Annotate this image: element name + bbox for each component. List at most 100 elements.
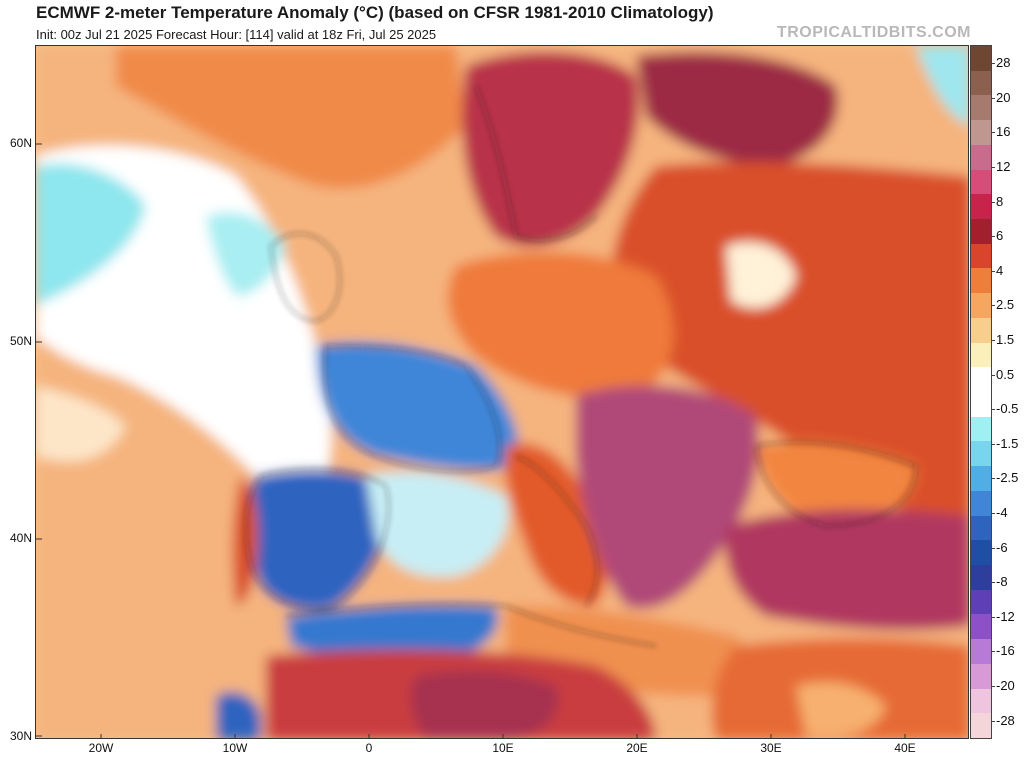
color-scale-label: -12 <box>996 608 1015 624</box>
region-sahara-core <box>410 670 559 738</box>
region-eastern-europe-warm <box>611 161 968 526</box>
color-scale-tick <box>992 651 995 653</box>
color-scale-tick <box>992 443 995 445</box>
color-scale-cell <box>971 441 991 467</box>
region-levant-pale <box>796 682 886 738</box>
region-iberia-cold <box>249 469 389 610</box>
region-north-sea-cool-2 <box>206 212 286 296</box>
color-scale-tick <box>992 305 995 307</box>
color-scale-cell <box>971 194 991 220</box>
color-scale-cell <box>971 144 991 171</box>
anomaly-map <box>35 45 969 739</box>
color-scale-cell <box>971 466 991 492</box>
color-scale-tick <box>992 720 995 722</box>
color-scale-label: 20 <box>996 89 1011 105</box>
lon-label-0: 0 <box>365 741 373 755</box>
lat-label-40n: 40N <box>9 531 32 545</box>
color-scale-cell <box>971 639 991 665</box>
coastlines <box>245 85 917 647</box>
color-scale-label: 0.5 <box>996 366 1015 382</box>
color-scale-cell <box>971 713 991 739</box>
region-italy-warm <box>504 443 607 606</box>
color-scale-tick <box>992 339 995 341</box>
graticule-ticks <box>36 143 906 738</box>
color-scale-cell <box>971 317 991 344</box>
color-scale-cell <box>971 367 991 393</box>
color-scale-tick <box>992 616 995 618</box>
color-scale-label: -2.5 <box>996 470 1019 486</box>
region-mediterranean-cool <box>366 472 509 577</box>
lon-label-10w: 10W <box>222 741 248 755</box>
lat-label-60n: 60N <box>9 136 32 150</box>
color-scale-cell <box>971 342 991 368</box>
region-balkans-warm <box>576 385 759 609</box>
site-watermark: TROPICALTIDBITS.COM <box>776 24 971 41</box>
lat-label-50n: 50N <box>9 334 32 348</box>
lon-label-20e: 20E <box>626 741 648 755</box>
color-scale-cell <box>971 515 991 541</box>
color-scale-tick <box>992 201 995 203</box>
lon-label-40e: 40E <box>894 741 916 755</box>
color-scale-label: -28 <box>996 712 1015 728</box>
color-scale-tick <box>992 582 995 584</box>
color-scale-tick <box>992 478 995 480</box>
lon-label-20w: 20W <box>88 741 114 755</box>
map-canvas <box>36 46 968 738</box>
color-scale-cell <box>971 46 991 72</box>
color-scale-cell <box>971 392 991 418</box>
color-scale-label: 8 <box>996 193 1004 209</box>
color-scale-label: 12 <box>996 158 1011 174</box>
color-scale-cell <box>971 293 991 319</box>
color-scale-label: -8 <box>996 574 1008 590</box>
color-scale-cell <box>971 416 991 442</box>
color-scale-label: -0.5 <box>996 401 1019 417</box>
color-scale-label: 4 <box>996 262 1004 278</box>
region-north-sea-cool <box>36 163 146 306</box>
color-scale-label: 28 <box>996 55 1011 71</box>
lon-label-30e: 30E <box>760 741 782 755</box>
color-scale-label: -6 <box>996 539 1008 555</box>
color-scale-cell <box>971 565 991 591</box>
region-east-pale <box>726 242 796 308</box>
color-scale-tick <box>992 236 995 238</box>
lat-label-30n: 30N <box>9 729 32 743</box>
color-scale-cell <box>971 663 991 690</box>
color-scale-cell <box>971 95 991 121</box>
color-scale-tick <box>992 685 995 687</box>
color-scale-tick <box>992 270 995 272</box>
color-scale-cell <box>971 120 991 146</box>
region-turkey-warm <box>725 509 968 631</box>
chart-title: ECMWF 2-meter Temperature Anomaly (°C) (… <box>36 3 714 22</box>
forecast-info: Init: 00z Jul 21 2025 Forecast Hour: [11… <box>36 27 437 42</box>
color-scale-cell <box>971 589 991 615</box>
region-finland-warm <box>636 52 838 166</box>
color-scale-label: -20 <box>996 677 1015 693</box>
region-black-sea <box>756 442 916 526</box>
region-iberia-west-warm <box>232 476 258 606</box>
color-scale-bar <box>970 45 992 739</box>
color-scale-label: 16 <box>996 124 1011 140</box>
color-scale-tick <box>992 97 995 99</box>
color-scale-cell <box>971 268 991 294</box>
color-scale-cell <box>971 169 991 195</box>
color-scale-label: 2.5 <box>996 297 1015 313</box>
region-morocco-cold <box>216 692 261 738</box>
color-scale-cell <box>971 70 991 96</box>
color-scale-tick <box>992 166 995 168</box>
lon-label-10e: 10E <box>492 741 514 755</box>
color-scale-tick <box>992 547 995 549</box>
region-atlantic-cool-west <box>36 386 126 462</box>
region-north-africa-cold <box>286 604 498 663</box>
color-scale-tick <box>992 512 995 514</box>
color-scale-tick <box>992 409 995 411</box>
color-scale-cell <box>971 243 991 269</box>
region-nw-orange <box>116 46 466 189</box>
color-scale-tick <box>992 374 995 376</box>
color-scale-cell <box>971 219 991 245</box>
color-scale-cell <box>971 614 991 640</box>
color-scale-label: 6 <box>996 228 1004 244</box>
color-scale-label: -16 <box>996 643 1015 659</box>
color-scale-tick <box>992 132 995 134</box>
color-scale-label: -1.5 <box>996 435 1019 451</box>
region-scandinavia-warm <box>462 52 639 247</box>
